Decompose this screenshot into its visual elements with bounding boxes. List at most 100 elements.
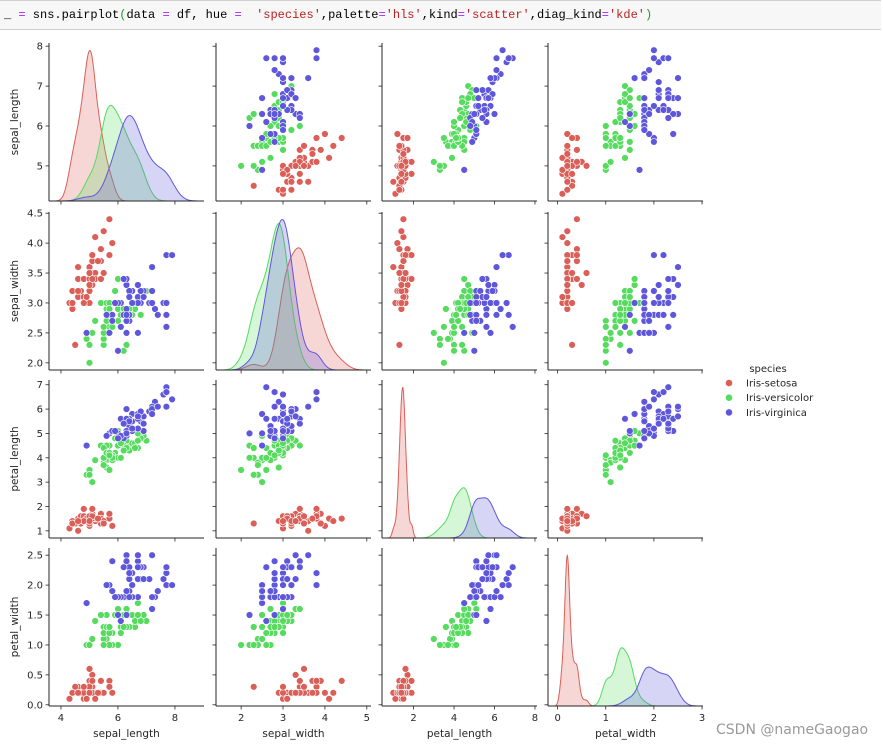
scatter-point	[270, 388, 279, 396]
scatter-point	[105, 451, 114, 459]
kde-fill-Iris-setosa	[55, 50, 127, 201]
scatter-point	[99, 269, 108, 277]
scatter-point	[122, 329, 131, 337]
scatter-point	[472, 317, 480, 325]
scatter-point	[482, 569, 491, 577]
kde-line-Iris-virginica	[61, 115, 197, 202]
scatter-point	[407, 677, 416, 685]
scatter-point	[674, 403, 682, 411]
kde-line-Iris-setosa	[555, 553, 594, 707]
scatter-point	[664, 54, 672, 62]
scatter-point	[308, 150, 317, 158]
code-cell[interactable]: _ = sns.pairplot(data = df, hue = 'speci…	[0, 0, 881, 30]
scatter-point	[296, 114, 304, 122]
scatter-point	[291, 517, 300, 525]
scatter-point	[97, 275, 105, 283]
scatter-point	[291, 671, 300, 679]
scatter-point	[296, 605, 304, 613]
scatter-point	[630, 275, 639, 283]
watermark: CSDN @nameGaogao	[716, 722, 869, 738]
code-line[interactable]: _ = sns.pairplot(data = df, hue = 'speci…	[4, 8, 652, 22]
scatter-point	[266, 587, 275, 595]
subplot-sepal_width-vs-petal_length	[378, 212, 537, 374]
code-token: ,palette	[320, 8, 379, 22]
scatter-point	[74, 527, 82, 535]
scatter-point	[640, 299, 648, 307]
scatter-point	[279, 427, 287, 435]
scatter-point	[279, 54, 287, 62]
scatter-point	[85, 665, 94, 673]
scatter-point	[97, 245, 105, 253]
scatter-point	[88, 251, 97, 259]
scatter-point	[659, 415, 668, 423]
scatter-point	[71, 683, 79, 691]
scatter-point	[80, 299, 88, 307]
scatter-point	[563, 178, 571, 186]
scatter-point	[568, 299, 576, 307]
code-token: ,kind	[421, 8, 458, 22]
scatter-point	[606, 478, 615, 486]
scatter-point	[464, 94, 472, 102]
scatter-point	[137, 311, 145, 319]
code-token: =	[378, 8, 386, 22]
scatter-point	[154, 311, 162, 319]
scatter-point	[91, 617, 99, 625]
code-token: )	[644, 8, 653, 22]
scatter-point	[626, 293, 634, 301]
scatter-point	[270, 569, 279, 577]
scatter-point	[148, 263, 156, 271]
scatter-point	[94, 257, 102, 265]
scatter-point	[258, 110, 266, 118]
scatter-point	[258, 158, 266, 166]
y-tick-label: 1.5	[27, 611, 43, 622]
scatter-point	[669, 110, 677, 118]
scatter-point	[448, 154, 456, 162]
scatter-point	[250, 471, 258, 479]
scatter-point	[279, 403, 287, 411]
scatter-point	[296, 178, 304, 186]
scatter-point	[645, 130, 653, 138]
scatter-point	[626, 110, 634, 118]
scatter-point	[134, 563, 142, 571]
scatter-point	[312, 46, 321, 54]
scatter-point	[105, 466, 114, 474]
scatter-point	[482, 293, 491, 301]
scatter-point	[650, 388, 658, 396]
scatter-point	[139, 575, 148, 583]
scatter-point	[258, 611, 266, 619]
scatter-point	[122, 405, 131, 413]
scatter-point	[114, 434, 122, 442]
scatter-point	[488, 287, 497, 295]
scatter-point	[312, 395, 321, 404]
scatter-point	[616, 311, 624, 319]
x-axis-label: petal_width	[595, 728, 656, 740]
scatter-point	[602, 451, 610, 459]
scatter-point	[452, 134, 460, 142]
scatter-point	[573, 505, 581, 513]
scatter-point	[611, 142, 620, 150]
scatter-point	[626, 94, 634, 102]
scatter-point	[270, 451, 279, 459]
scatter-point	[558, 190, 567, 198]
scatter-point	[119, 275, 128, 283]
scatter-point	[626, 329, 634, 337]
scatter-point	[395, 142, 404, 150]
scatter-point	[122, 587, 131, 595]
scatter-point	[279, 563, 287, 571]
scatter-point	[450, 347, 458, 355]
y-tick-label: 5	[37, 161, 43, 172]
scatter-point	[88, 677, 97, 685]
scatter-point	[466, 122, 474, 130]
scatter-point	[85, 471, 94, 479]
scatter-point	[279, 617, 287, 625]
scatter-point	[250, 623, 258, 631]
scatter-point	[162, 388, 171, 396]
scatter-point	[397, 162, 406, 170]
scatter-point	[291, 689, 300, 697]
scatter-point	[654, 293, 663, 301]
scatter-point	[558, 293, 567, 301]
scatter-point	[250, 519, 258, 528]
scatter-point	[94, 514, 102, 523]
scatter-point	[563, 142, 571, 150]
code-token: =	[18, 8, 26, 22]
